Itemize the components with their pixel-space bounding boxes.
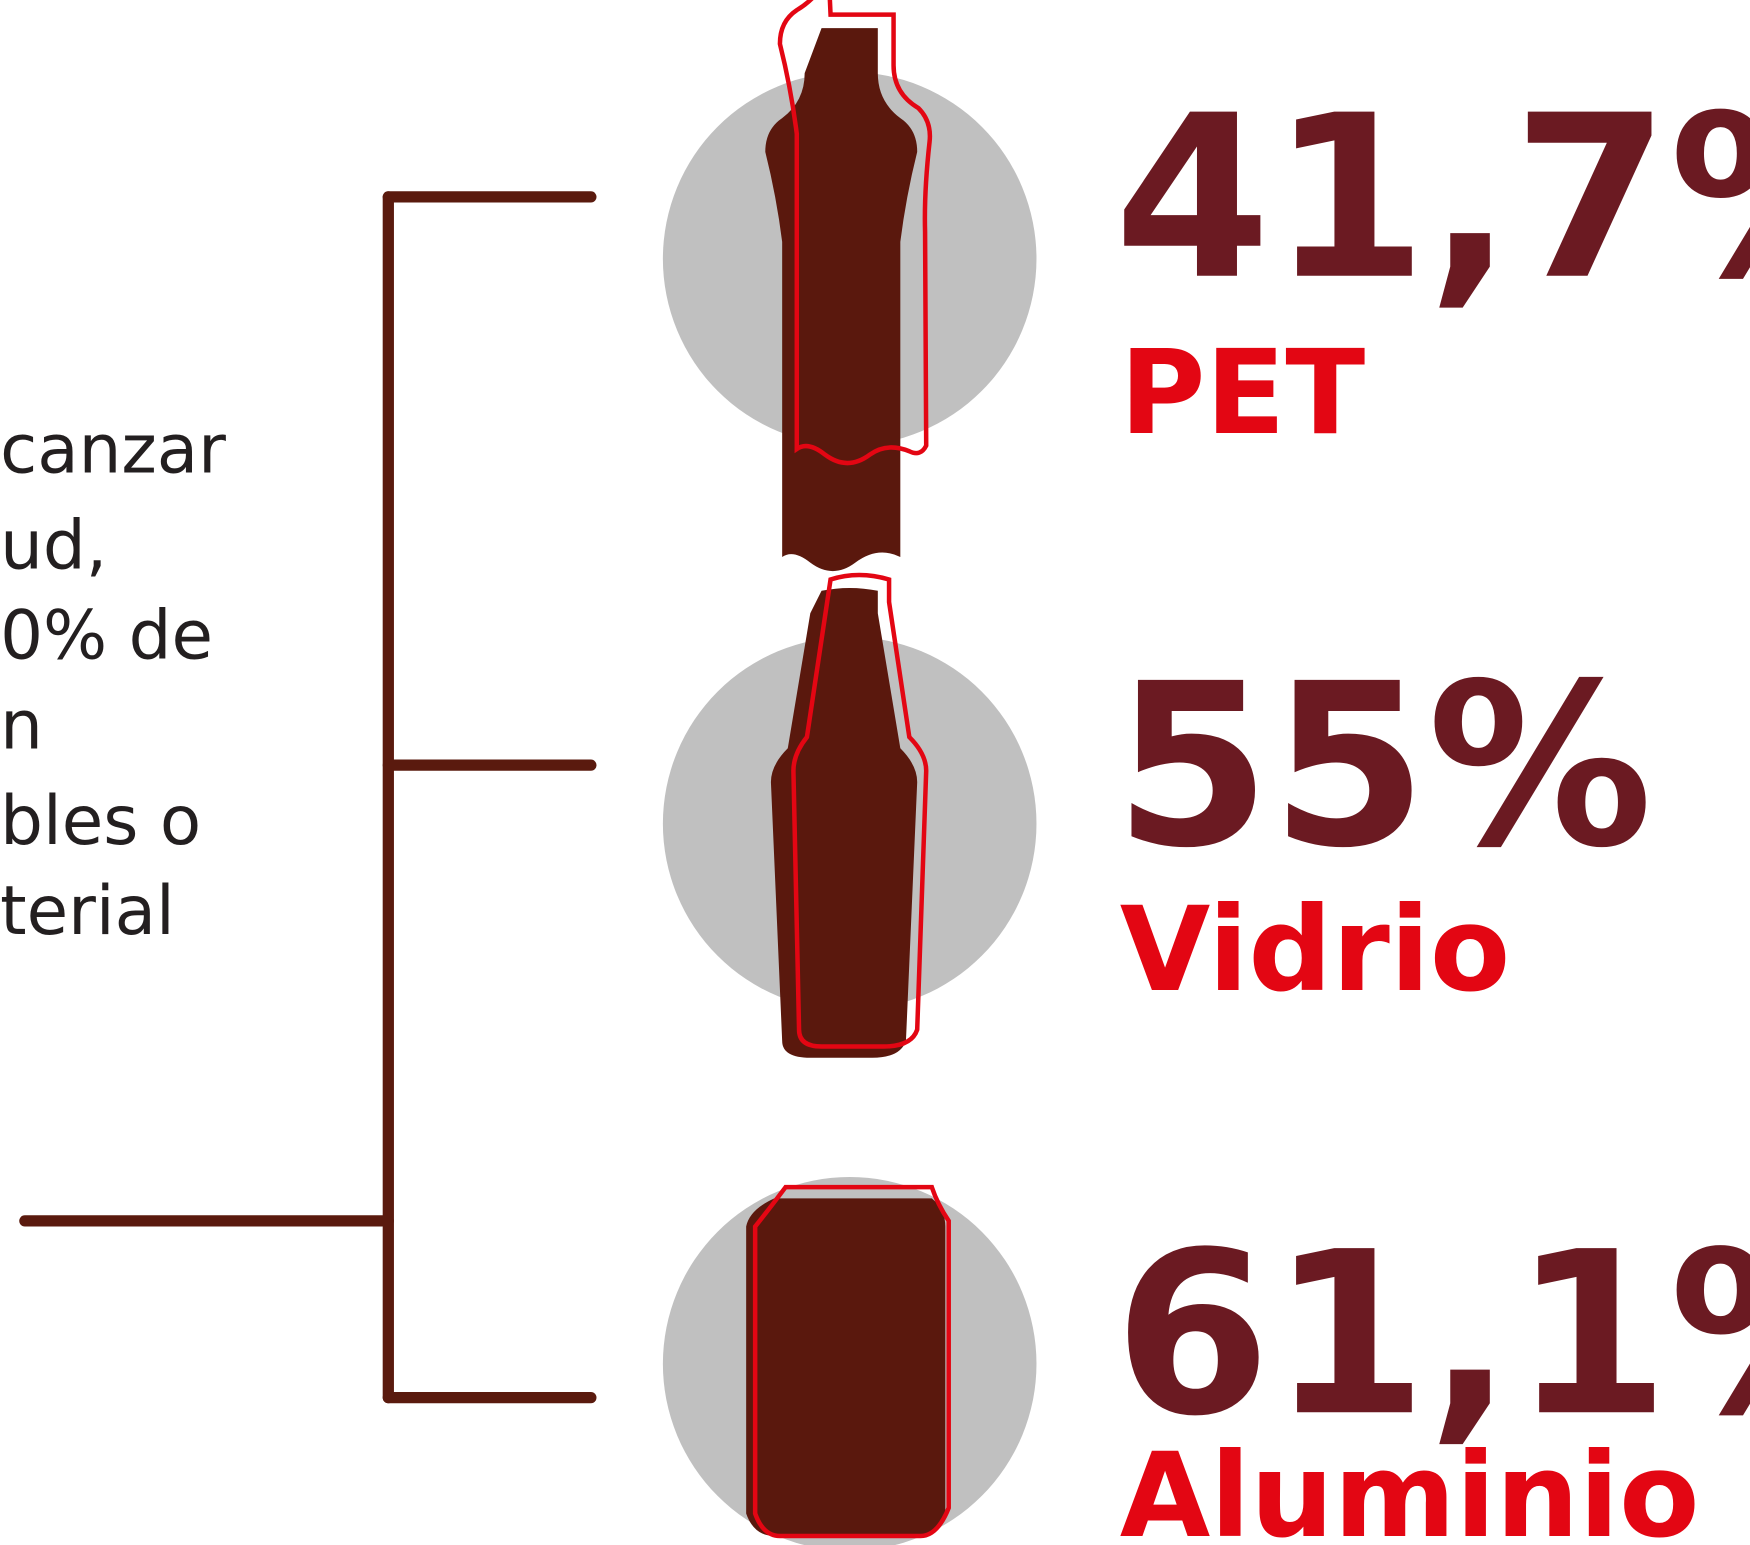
side-line: bles o: [0, 781, 201, 860]
stat-value: 41,7%: [1114, 68, 1750, 330]
stat-value: 61,1%: [1114, 1204, 1750, 1466]
side-line: 0% de: [0, 595, 213, 674]
stat-label: PET: [1120, 324, 1366, 461]
glass-bottle: [770, 572, 929, 1058]
stats: 41,7% PET 55% Vidrio 61,1% Aluminio: [1114, 68, 1750, 1545]
connector-tree: [19, 191, 597, 1404]
stat-value: 55%: [1114, 636, 1653, 898]
stat-label: Vidrio: [1120, 881, 1511, 1018]
pet-bottle: [765, 0, 933, 572]
side-line: canzar: [0, 410, 226, 489]
stat-label: Aluminio: [1120, 1427, 1700, 1545]
side-line: n: [0, 685, 43, 764]
side-line: terial: [0, 871, 175, 950]
side-text: canzar ud, 0% de n bles o terial: [0, 410, 226, 950]
aluminum-can: [746, 1184, 951, 1539]
side-line: ud,: [0, 505, 107, 584]
